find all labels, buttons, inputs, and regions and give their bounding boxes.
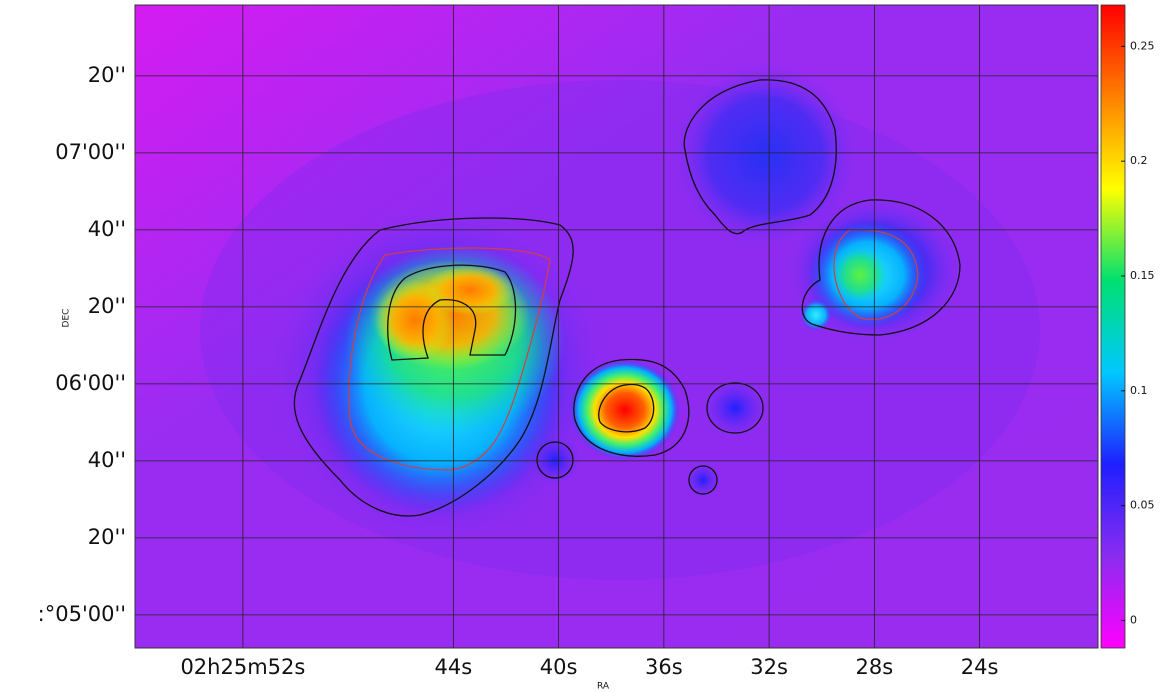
chart: 0 0.05 0.1 0.15 0.2 0.25 RA DEC 02h25m52s 44s 4…: [0, 0, 1173, 692]
sky-image: [135, 5, 1098, 648]
colorbar-tick-label: 0.05: [1130, 499, 1155, 512]
y-tick-label: :°05'00'': [38, 602, 126, 626]
x-tick-label: 32s: [750, 655, 788, 679]
x-axis-label: RA: [597, 682, 610, 692]
x-tick-label: 36s: [645, 655, 683, 679]
colorbar-tick-label: 0.25: [1130, 39, 1155, 52]
colorbar-scale: [1101, 5, 1125, 648]
x-tick-label: 02h25m52s: [180, 655, 305, 679]
colorbar-tick-label: 0.1: [1130, 384, 1148, 397]
colorbar-tick-label: 0.15: [1130, 269, 1155, 282]
colorbar-tick-label: 0: [1130, 613, 1137, 626]
y-tick-label: 40'': [88, 217, 126, 241]
y-tick-label: 20'': [88, 525, 126, 549]
y-axis-label: DEC: [62, 309, 72, 328]
y-tick-label: 40'': [88, 448, 126, 472]
x-tick-label: 24s: [961, 655, 999, 679]
x-tick-label: 40s: [540, 655, 578, 679]
x-tick-label: 28s: [856, 655, 894, 679]
y-tick-label: 20'': [88, 63, 126, 87]
y-tick-label: 20'': [88, 294, 126, 318]
y-tick-label: 07'00'': [55, 140, 126, 164]
colorbar-tick-label: 0.2: [1130, 154, 1148, 167]
y-tick-label: 06'00'': [55, 371, 126, 395]
x-tick-label: 44s: [435, 655, 473, 679]
colorbar: 0 0.05 0.1 0.15 0.2 0.25: [1101, 5, 1155, 648]
